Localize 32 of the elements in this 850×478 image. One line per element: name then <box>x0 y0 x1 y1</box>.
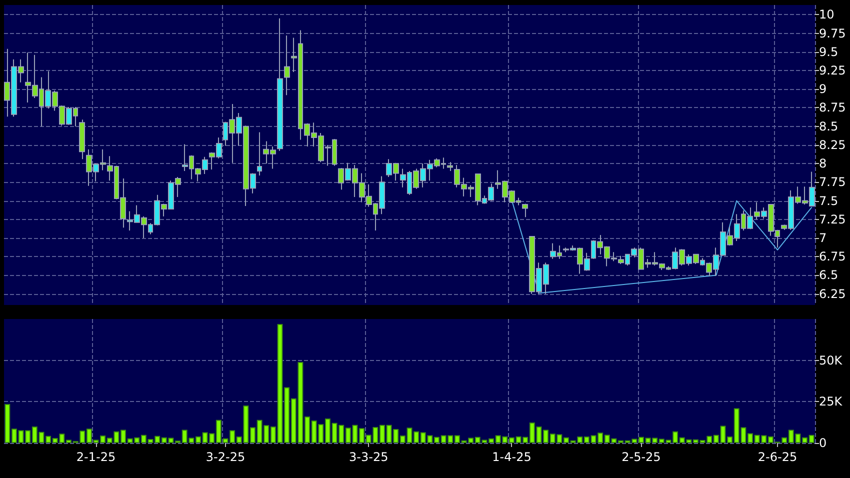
candlestick <box>79 119 85 160</box>
x-tick-label: 1-4-25 <box>492 450 532 464</box>
x-tick-label: 3-3-25 <box>349 450 388 464</box>
y-tick-label: 8.25 <box>819 138 846 152</box>
candlestick <box>284 35 290 96</box>
y-tick-label: 9.25 <box>819 64 846 78</box>
candlestick <box>277 18 283 152</box>
candlestick <box>522 203 528 218</box>
y-tick-label: 25K <box>819 394 844 409</box>
y-tick-label: 0 <box>819 436 827 450</box>
y-tick-label: 9.5 <box>819 44 838 59</box>
y-tick-label: 8 <box>819 156 827 171</box>
x-tick-label: 3-2-25 <box>206 450 246 464</box>
y-tick-label: 8.75 <box>819 100 846 115</box>
y-tick-label: 10 <box>819 8 834 22</box>
y-tick-label: 8.5 <box>819 119 838 134</box>
candlestick <box>447 162 453 172</box>
x-tick-label: 2-6-25 <box>758 450 798 464</box>
y-tick-label: 9.75 <box>819 26 846 40</box>
y-tick-label: 6.75 <box>819 250 846 264</box>
y-tick-label: 6.25 <box>819 286 846 301</box>
y-tick-label: 7 <box>819 231 827 246</box>
y-tick-label: 6.5 <box>819 268 838 282</box>
candlestick <box>257 132 262 176</box>
x-tick-label: 2-5-25 <box>622 450 661 464</box>
y-tick-label: 50K <box>819 353 844 368</box>
x-tick-label: 2-1-25 <box>76 450 116 464</box>
line-series <box>511 200 812 294</box>
y-tick-label: 9 <box>819 82 827 96</box>
y-tick-label: 7.25 <box>819 212 846 226</box>
y-tick-label: 7.5 <box>819 194 838 208</box>
y-tick-label: 7.75 <box>819 175 846 190</box>
